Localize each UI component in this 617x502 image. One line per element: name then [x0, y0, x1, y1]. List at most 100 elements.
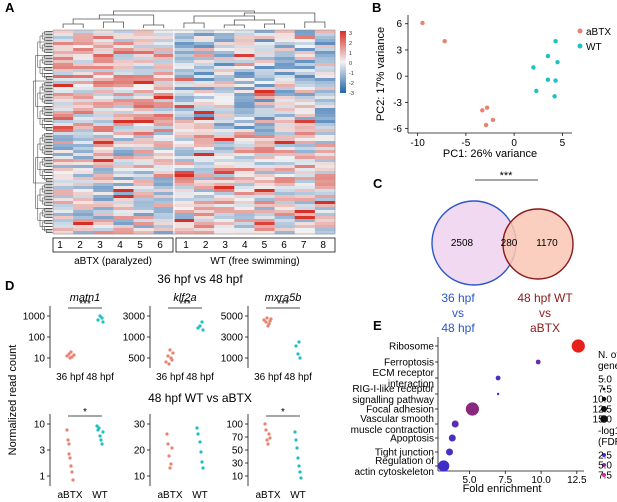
heatmap-cell [93, 162, 114, 166]
heatmap-cell [254, 66, 275, 70]
heatmap-cell [173, 51, 195, 55]
row-dendrogram-branch [39, 137, 52, 151]
heatmap-cell [254, 150, 275, 154]
size-legend-label: 10.0 [593, 395, 613, 406]
heatmap-cell [294, 57, 316, 61]
heatmap-legend-tick: 1 [349, 51, 352, 57]
heatmap-cell [254, 219, 275, 223]
heatmap-cell [53, 207, 74, 211]
heatmap-cell [234, 108, 255, 112]
heatmap-cell [53, 36, 74, 40]
heatmap-cell [234, 63, 255, 67]
dotplot-point-group-a [167, 362, 171, 366]
heatmap-cell [274, 72, 296, 76]
row-dendrogram-branch [39, 212, 52, 227]
heatmap-cell [294, 192, 316, 196]
heatmap-cell [153, 150, 175, 154]
heatmap-cell [254, 78, 275, 82]
heatmap-cell [194, 219, 215, 223]
enrichment-point [535, 359, 541, 365]
heatmap-cell [93, 36, 114, 40]
heatmap-cell [314, 174, 336, 178]
heatmap-cell [294, 225, 316, 229]
heatmap-cell [194, 54, 215, 58]
heatmap-cell [194, 213, 215, 217]
heatmap-cell [314, 138, 336, 142]
heatmap-cell [254, 213, 275, 217]
heatmap-cell [274, 204, 296, 208]
heatmap-cell [254, 177, 275, 181]
dotplot-point-group-a [169, 462, 173, 466]
heatmap-cell [194, 165, 215, 169]
heatmap-cell [173, 222, 195, 226]
heatmap-wt-column-label: 5 [262, 240, 268, 251]
pca-point-wt [553, 78, 558, 83]
dotplot-point-group-a [265, 316, 269, 320]
dotplot-point-group-a [70, 470, 74, 474]
heatmap-cell [53, 162, 74, 166]
heatmap-cell [194, 84, 215, 88]
heatmap-cell [234, 216, 255, 220]
dotplot-point-group-a [262, 318, 266, 322]
heatmap-cell [153, 48, 175, 52]
heatmap-cell [274, 228, 296, 232]
heatmap-cell [173, 165, 195, 169]
heatmap-cell [173, 123, 195, 127]
heatmap-cell [274, 201, 296, 205]
heatmap-cell [294, 48, 316, 52]
enrichment-term-label: ECM receptor [372, 368, 434, 379]
heatmap-cell [234, 75, 255, 79]
heatmap-cell [133, 102, 155, 106]
heatmap-cell [93, 219, 114, 223]
enrichment-x-tick-label: 7.5 [498, 475, 512, 486]
heatmap-cell [53, 168, 74, 172]
heatmap-cell [133, 69, 155, 73]
heatmap-cell [234, 39, 255, 43]
enrichment-term-label: Apoptosis [390, 434, 434, 445]
heatmap-cell [73, 159, 94, 163]
heatmap-cell [254, 138, 275, 142]
heatmap-cell [294, 69, 316, 73]
heatmap-cell [173, 48, 195, 52]
heatmap-cell [214, 207, 235, 211]
heatmap-cell [73, 210, 94, 214]
venn-left-label-line: 36 hpf [441, 291, 475, 305]
heatmap-cell [234, 168, 255, 172]
heatmap-cell [274, 141, 296, 145]
venn-left-label-line: 48 hpf [441, 321, 475, 335]
enrichment-term-label: Focal adhesion [366, 405, 434, 416]
heatmap-cell [314, 204, 336, 208]
pca-point-wt [531, 65, 536, 70]
heatmap-cell [214, 33, 235, 37]
heatmap-cell [294, 165, 316, 169]
heatmap-cell [234, 54, 255, 58]
dotplot-point-group-a [265, 438, 269, 442]
heatmap-cell [113, 135, 134, 139]
heatmap-cell [214, 114, 235, 118]
heatmap-cell [133, 171, 155, 175]
heatmap-cell [274, 120, 296, 124]
heatmap-cell [93, 39, 114, 43]
heatmap-cell [113, 132, 134, 136]
row-dendrogram-branch [35, 55, 52, 107]
pca-legend-wt: WT [586, 42, 602, 53]
heatmap-cell [173, 54, 195, 58]
heatmap-cell [194, 57, 215, 61]
heatmap-cell [194, 102, 215, 106]
heatmap-wt-column-label: 8 [320, 240, 326, 251]
fdr-legend-label: 2.5 [598, 451, 612, 462]
heatmap-cell [234, 135, 255, 139]
heatmap-cell [234, 105, 255, 109]
heatmap-cell [133, 213, 155, 217]
dotplot-point-group-a [264, 428, 268, 432]
heatmap-cell [93, 60, 114, 64]
heatmap-cell [53, 159, 74, 163]
heatmap-cell [53, 30, 74, 34]
fdr-legend-label: 5.0 [598, 461, 612, 472]
heatmap-cell [73, 174, 94, 178]
heatmap-cell [234, 42, 255, 46]
pca-legend-wt-marker [577, 43, 583, 49]
heatmap-cell [254, 108, 275, 112]
heatmap-cell [194, 141, 215, 145]
heatmap-cell [113, 36, 134, 40]
